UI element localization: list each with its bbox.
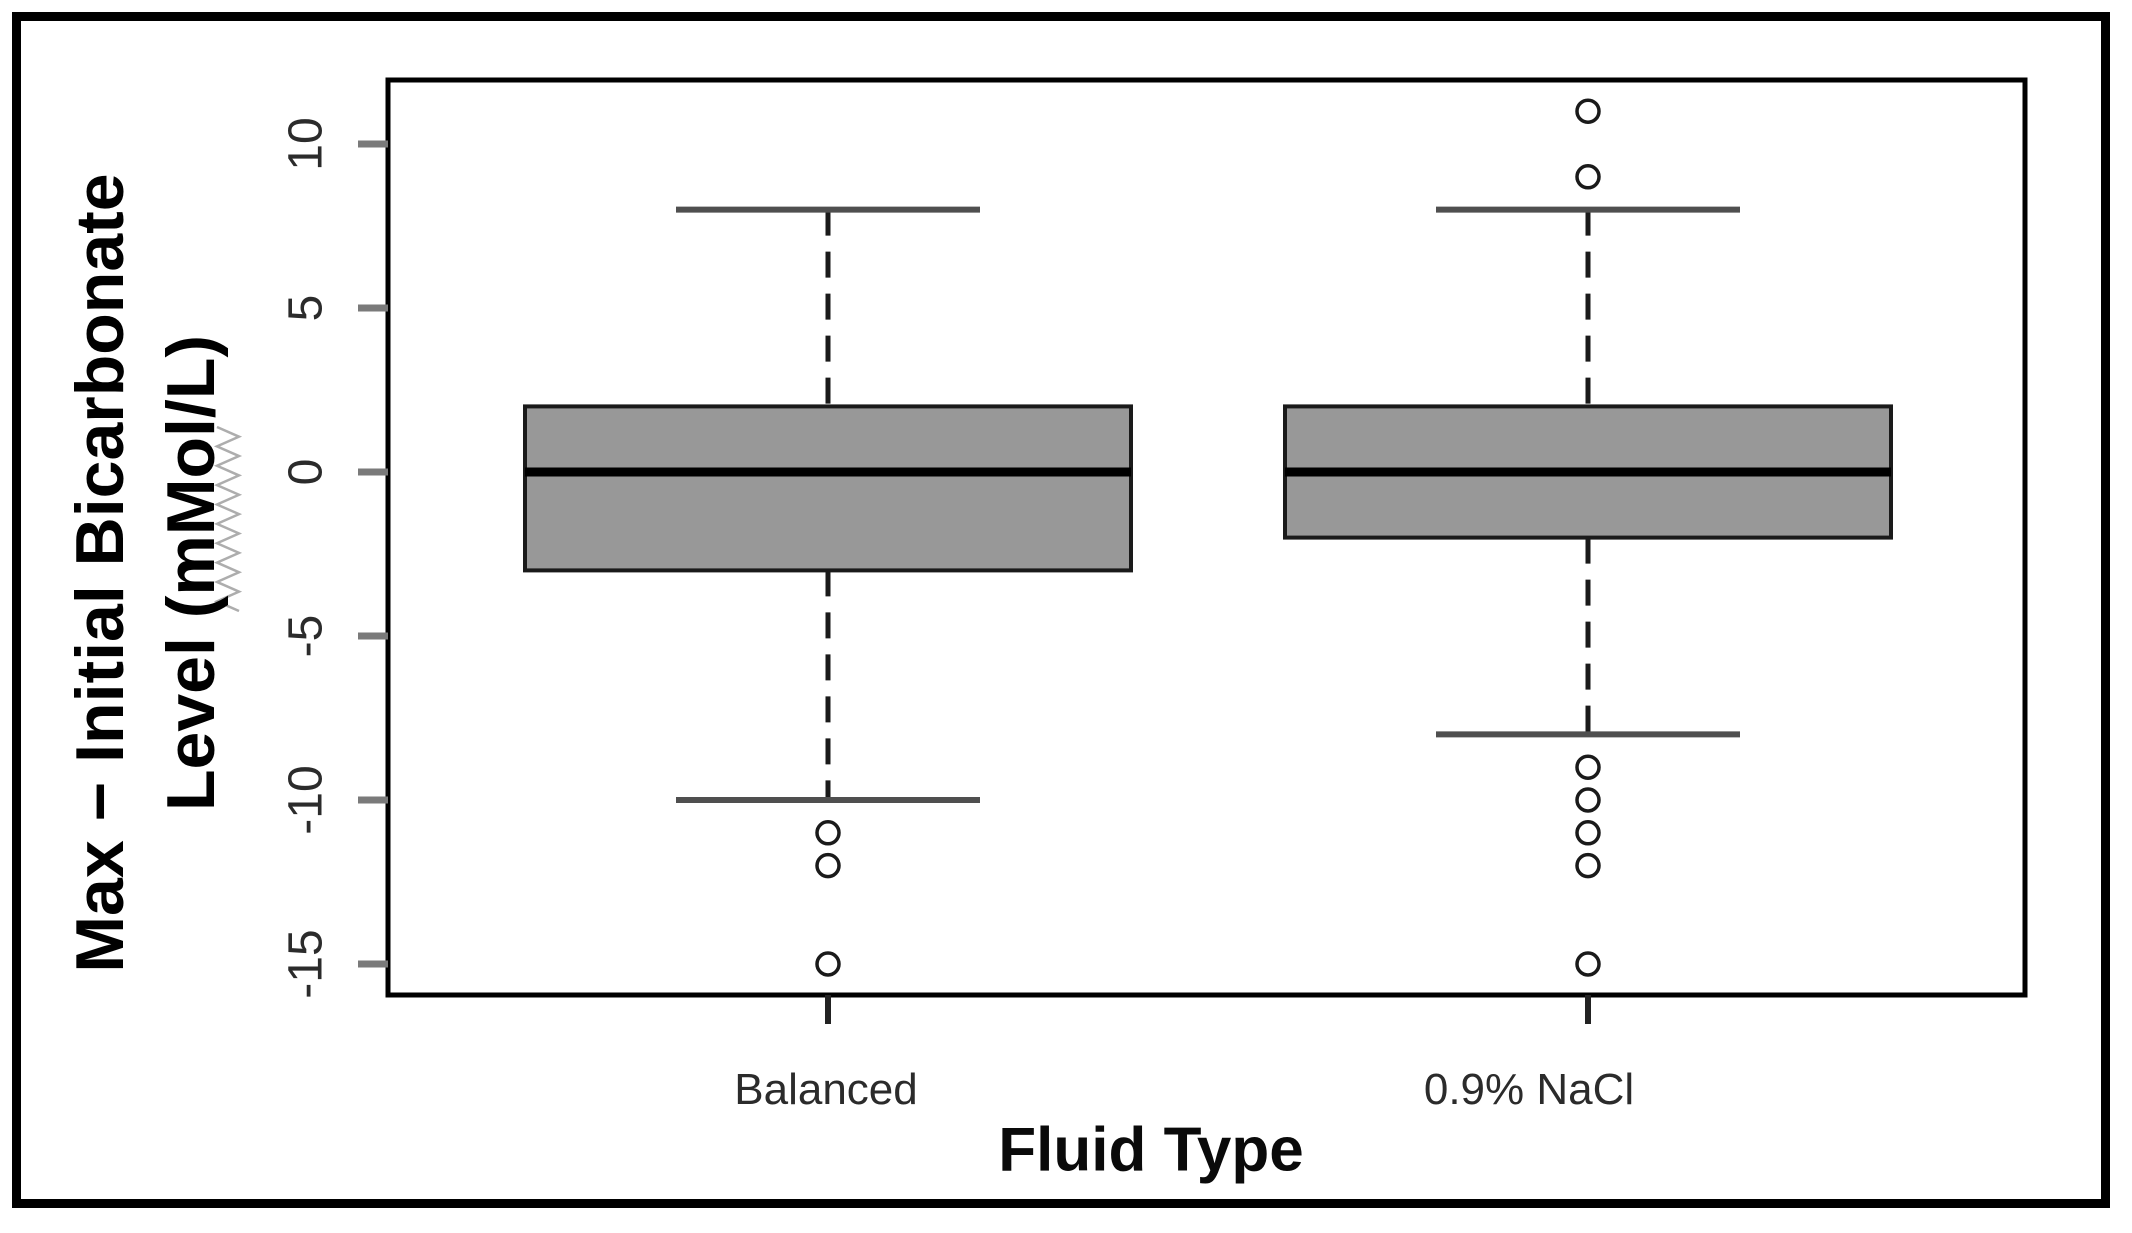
iqr-box	[523, 404, 1133, 573]
y-tick-label: -10	[279, 765, 333, 835]
outlier-point	[1575, 98, 1601, 124]
y-axis-title-line2: Level (mMol/L)	[153, 334, 229, 812]
y-tick-label: 5	[279, 294, 333, 322]
x-category-label: 0.9% NaCl	[1423, 1065, 1635, 1114]
figure-border	[12, 12, 2110, 1208]
y-axis-title-line1: Max − Initial Bicarbonate	[62, 173, 138, 973]
y-axis-title: Max − Initial Bicarbonate Level (mMol/L)	[55, 173, 237, 972]
outlier-point	[1575, 820, 1601, 846]
ylabel-zigzag-mark	[213, 425, 243, 613]
outlier-point	[815, 951, 841, 977]
outlier-point	[815, 852, 841, 879]
outlier-point	[1575, 852, 1601, 879]
x-axis-title: Fluid Type	[998, 1115, 1304, 1185]
outlier-point	[1575, 787, 1601, 813]
y-tick-label: -5	[279, 614, 333, 658]
outlier-point	[1575, 951, 1601, 977]
y-tick-label: -15	[279, 929, 333, 999]
y-tick-label: 10	[279, 117, 333, 171]
outlier-point	[1575, 754, 1601, 780]
x-category-label: Balanced	[734, 1065, 918, 1114]
outlier-point	[1575, 164, 1601, 190]
plot-border	[385, 77, 2028, 998]
outlier-point	[815, 820, 841, 846]
y-tick-label: 0	[279, 458, 333, 486]
